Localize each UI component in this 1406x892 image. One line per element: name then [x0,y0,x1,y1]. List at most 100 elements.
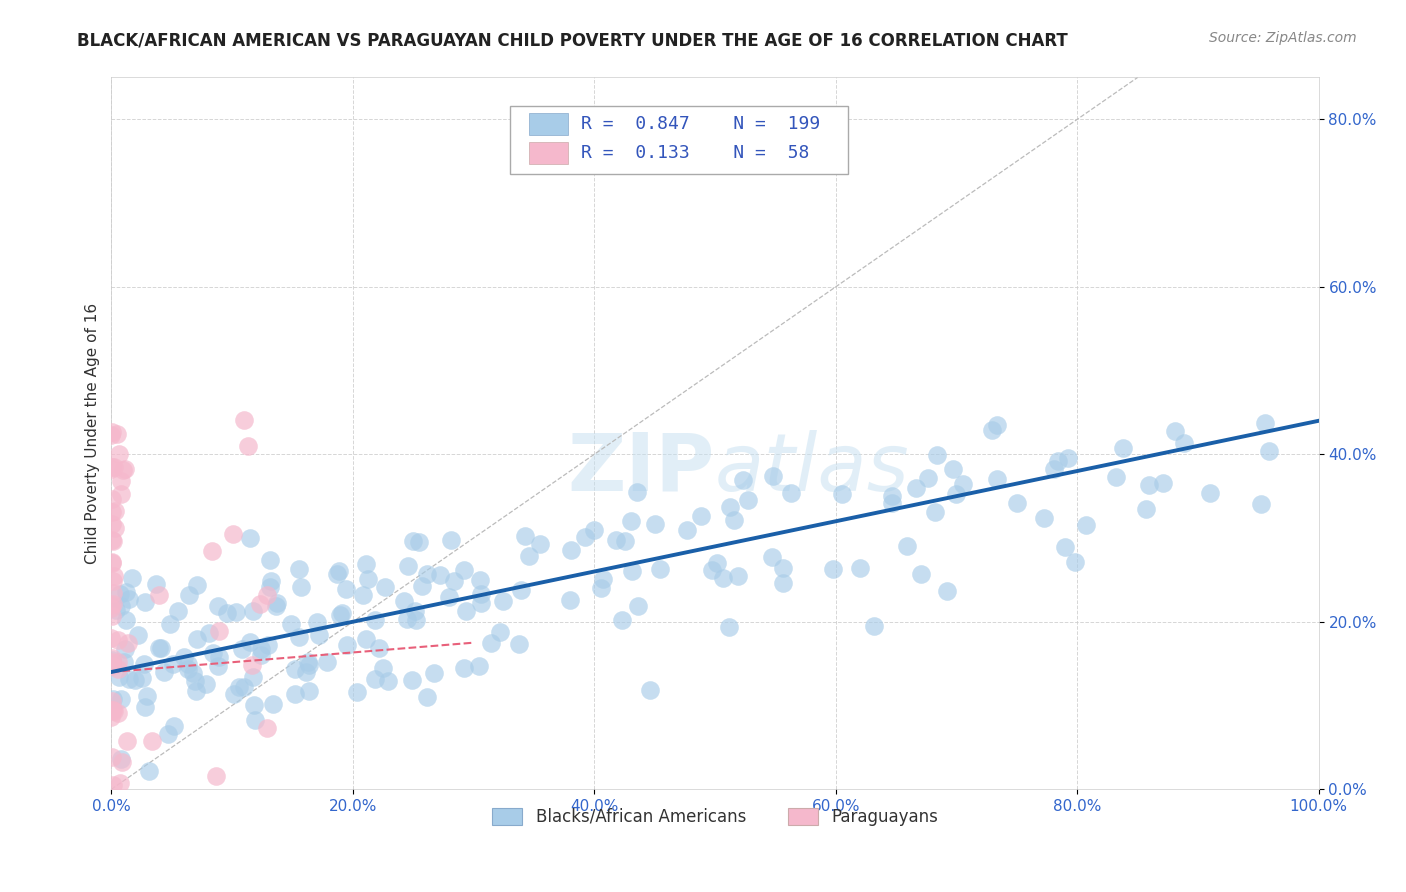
Point [737,493,759,508]
Point [357,573,380,587]
Point [405,613,427,627]
Point [560,543,582,558]
Point [101,425,124,439]
Text: Source: ZipAtlas.com: Source: ZipAtlas.com [1209,31,1357,45]
Point [101,703,124,717]
Point [574,530,596,544]
Point [101,585,124,599]
Point [127,627,149,641]
Point [924,505,946,519]
Point [159,617,181,632]
Point [145,577,167,591]
Point [262,697,284,711]
Point [863,619,886,633]
Point [249,597,271,611]
Point [308,627,330,641]
Point [772,561,794,575]
Point [676,523,699,537]
Point [103,704,125,718]
Point [986,472,1008,486]
Point [101,597,124,611]
Point [208,650,231,665]
Point [718,500,741,514]
Point [1105,469,1128,483]
Point [100,428,122,442]
Point [416,690,439,704]
Point [103,778,125,792]
Point [558,592,581,607]
Point [896,539,918,553]
Point [105,603,128,617]
Point [613,533,636,548]
Point [103,569,125,583]
Point [290,580,312,594]
Point [114,641,136,656]
Point [101,555,124,569]
Point [118,591,141,606]
Point [148,641,170,656]
Point [352,588,374,602]
Point [148,588,170,602]
Point [141,734,163,748]
Point [408,535,430,549]
Point [780,485,803,500]
Point [423,665,446,680]
Point [108,670,131,684]
Point [305,615,328,630]
Point [711,571,734,585]
Point [114,584,136,599]
Point [371,661,394,675]
Point [288,562,311,576]
Point [411,579,433,593]
Point [727,569,749,583]
Point [610,613,633,627]
Point [848,560,870,574]
Point [100,491,122,506]
Point [177,657,200,672]
Point [239,634,262,648]
Point [336,638,359,652]
Point [163,719,186,733]
Point [330,607,353,621]
Point [346,685,368,699]
Point [132,657,155,671]
Point [443,574,465,589]
Point [257,638,280,652]
Point [517,549,540,563]
Point [177,662,200,676]
Point [981,423,1004,437]
Point [183,674,205,689]
Point [198,626,221,640]
Point [762,468,785,483]
Text: R =  0.847    N =  199: R = 0.847 N = 199 [581,115,820,133]
Point [1005,496,1028,510]
Point [233,680,256,694]
Y-axis label: Child Poverty Under the Age of 16: Child Poverty Under the Age of 16 [86,302,100,564]
Point [582,523,605,537]
Point [222,687,245,701]
Point [395,612,418,626]
Point [242,604,264,618]
Point [1198,485,1220,500]
FancyBboxPatch shape [529,112,568,136]
Point [134,594,156,608]
Point [103,692,125,706]
Point [1032,511,1054,525]
Point [179,588,201,602]
Point [101,693,124,707]
Point [107,706,129,721]
Point [107,662,129,676]
Point [429,568,451,582]
Point [110,487,132,501]
Point [110,752,132,766]
Point [156,727,179,741]
Point [1254,417,1277,431]
Point [101,516,124,531]
Point [107,655,129,669]
Point [1043,462,1066,476]
Point [114,461,136,475]
Point [374,580,396,594]
Point [917,471,939,485]
Point [648,562,671,576]
Point [100,651,122,665]
